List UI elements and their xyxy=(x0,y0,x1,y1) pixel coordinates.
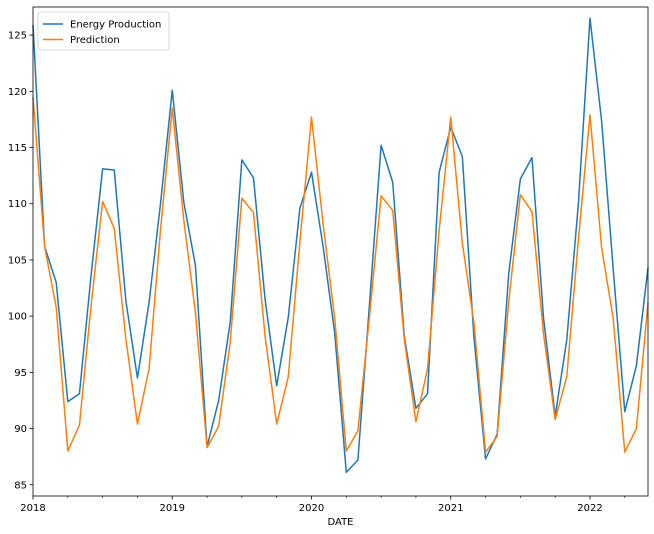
x-tick-label: 2019 xyxy=(160,503,185,514)
legend-box xyxy=(37,11,170,51)
axes-border xyxy=(32,6,649,497)
y-axis-ticks: 85 90 95 100 105 110 115 120 125 xyxy=(8,31,33,491)
series-layer xyxy=(32,17,649,474)
y-tick-label: 95 xyxy=(14,368,27,379)
series-line-energy-production xyxy=(32,17,649,474)
y-tick-label: 120 xyxy=(8,87,27,98)
x-tick-label: 2022 xyxy=(577,503,602,514)
y-tick-label: 125 xyxy=(8,31,27,42)
legend: Energy Production Prediction xyxy=(37,11,170,51)
plot-area xyxy=(33,7,648,496)
x-axis-ticks: 2018 2019 2020 2021 2022 xyxy=(20,496,626,514)
x-axis-label: DATE xyxy=(327,517,353,528)
axes-frame xyxy=(32,6,649,497)
y-tick-label: 100 xyxy=(8,312,27,323)
y-tick-label: 85 xyxy=(14,480,27,491)
x-tick-label: 2020 xyxy=(299,503,324,514)
y-tick-label: 110 xyxy=(8,199,27,210)
y-tick-label: 115 xyxy=(8,143,27,154)
series-line-prediction xyxy=(32,96,649,453)
legend-entry: Energy Production xyxy=(70,20,161,31)
plot-background xyxy=(33,7,648,496)
y-tick-label: 90 xyxy=(14,424,27,435)
y-tick-label: 105 xyxy=(8,255,27,266)
x-tick-label: 2021 xyxy=(438,503,463,514)
legend-entry: Prediction xyxy=(70,35,120,46)
x-tick-label: 2018 xyxy=(20,503,45,514)
